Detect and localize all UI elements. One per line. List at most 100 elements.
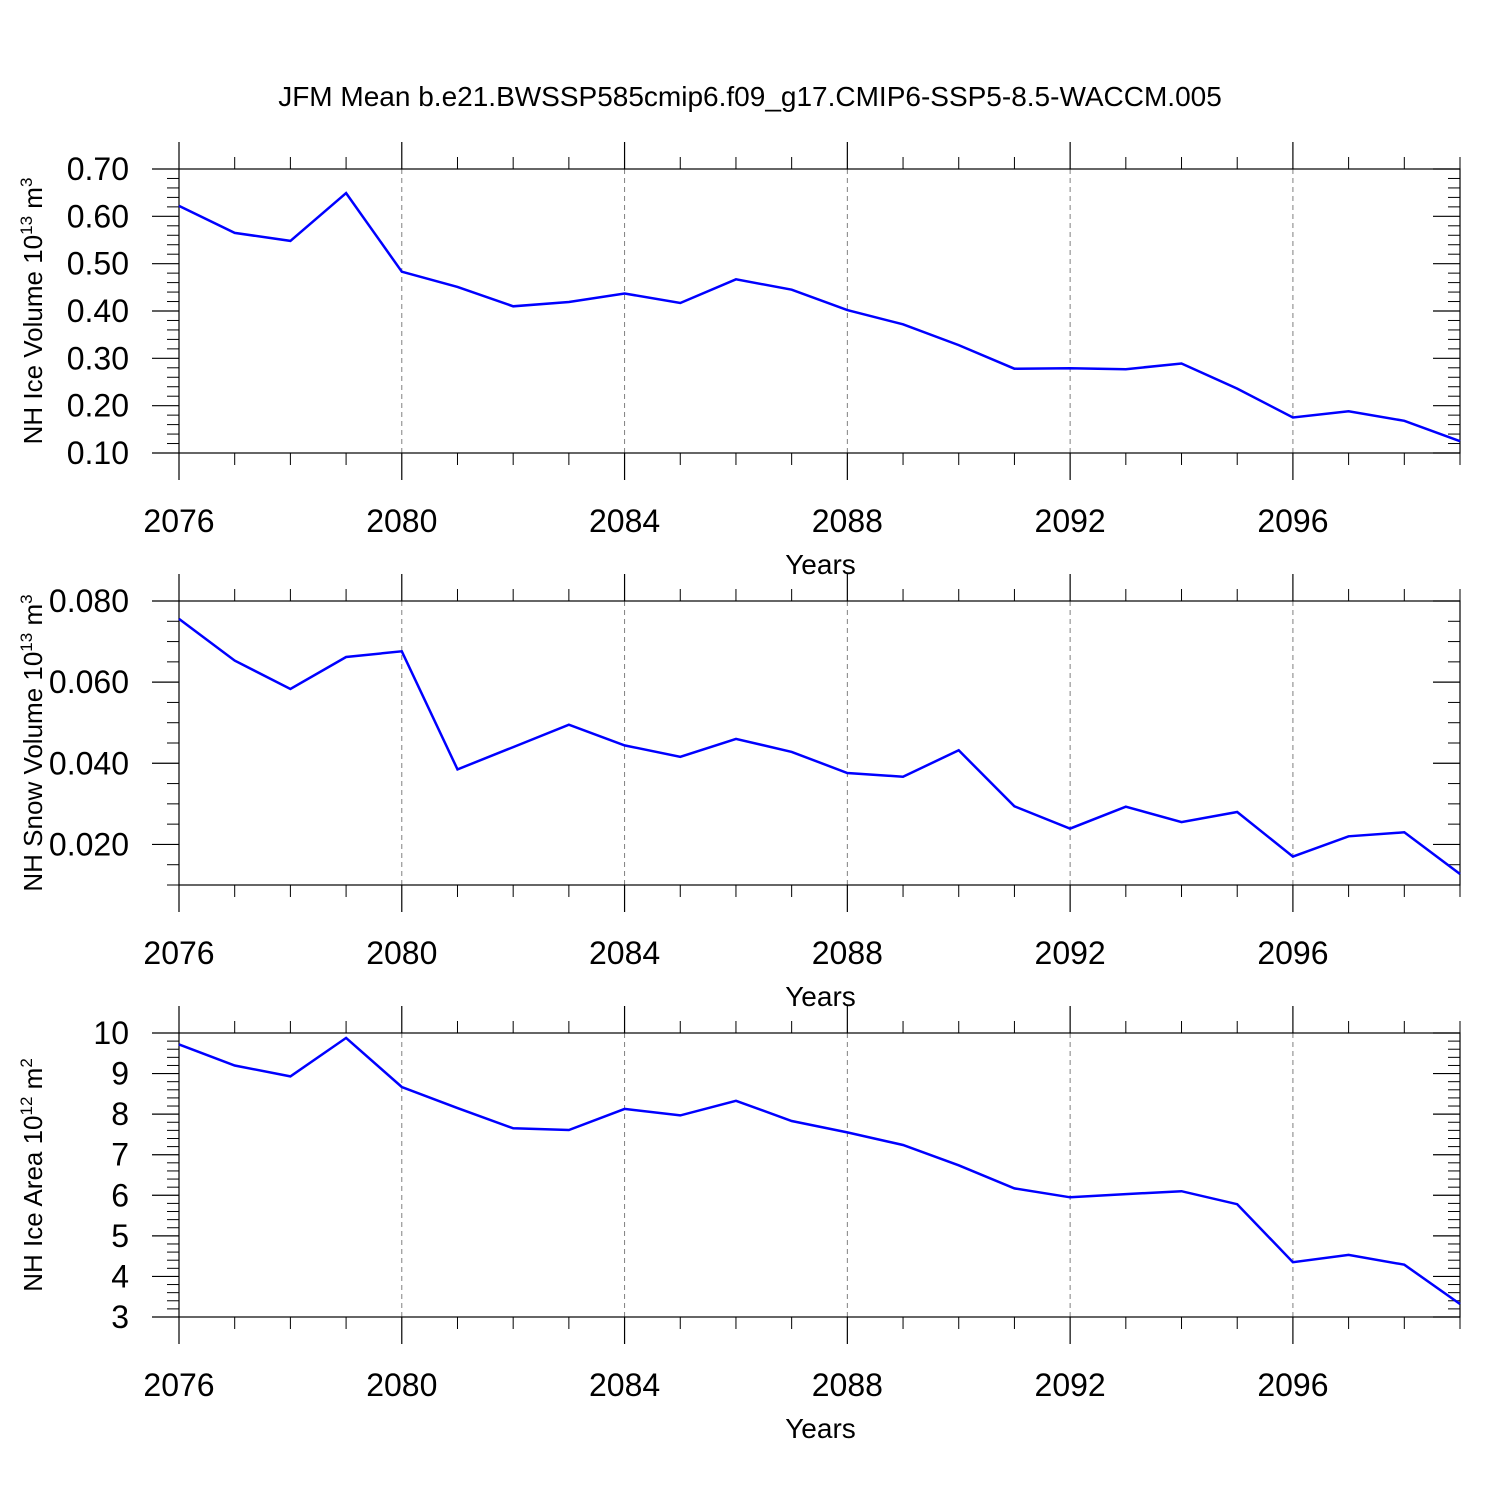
- plot-frame: [178, 600, 1461, 886]
- data-point: [1237, 811, 1238, 812]
- panel-1: 2076 2080 2084 2088 2092 2096 0.10 0.20 0.30 0.40…: [17, 142, 1461, 580]
- y-tick-label: 4: [111, 1258, 129, 1294]
- y-axis-title-text: NH Ice Area 10: [18, 1115, 48, 1291]
- data-point: [903, 776, 904, 777]
- data-point: [791, 289, 792, 290]
- data-point: [346, 656, 347, 657]
- data-point: [1460, 874, 1461, 875]
- data-point: [234, 232, 235, 233]
- data-point: [735, 279, 736, 280]
- y-axis-title-text: m: [18, 604, 48, 633]
- data-point: [735, 1100, 736, 1101]
- x-axis-title: Years: [785, 1413, 856, 1444]
- y-axis-title: NH Ice Volume 1013 m3: [17, 178, 48, 445]
- figure-title: JFM Mean b.e21.BWSSP585cmip6.f09_g17.CMI…: [278, 81, 1222, 112]
- data-point: [1404, 832, 1405, 833]
- x-tick-label: 2096: [1257, 935, 1328, 971]
- x-tick-label: 2080: [366, 503, 437, 539]
- data-point: [1292, 856, 1293, 857]
- y-axis-title: NH Snow Volume 1013 m3: [17, 594, 48, 891]
- x-tick-label: 2076: [143, 1367, 214, 1403]
- x-tick-label: 2076: [143, 503, 214, 539]
- data-point: [513, 306, 514, 307]
- data-point: [1348, 836, 1349, 837]
- data-point: [1181, 822, 1182, 823]
- x-tick-label: 2088: [812, 503, 883, 539]
- y-axis-title-superscript: 3: [17, 594, 36, 603]
- x-tick-label: 2096: [1257, 503, 1328, 539]
- data-point: [847, 1132, 848, 1133]
- series-line: [178, 617, 1461, 876]
- y-tick-label: 0.70: [67, 151, 129, 187]
- y-axis-title-text: NH Snow Volume 10: [18, 652, 48, 892]
- data-point: [624, 745, 625, 746]
- data-point: [958, 750, 959, 751]
- data-point: [401, 271, 402, 272]
- data-point: [791, 1121, 792, 1122]
- data-point: [457, 1108, 458, 1109]
- data-point: [179, 1044, 180, 1045]
- x-tick-label: 2084: [589, 935, 660, 971]
- y-tick-label: 0.040: [49, 745, 129, 781]
- data-point: [1070, 1197, 1071, 1198]
- y-tick-label: 3: [111, 1299, 129, 1335]
- data-point: [1014, 806, 1015, 807]
- data-point: [1292, 1262, 1293, 1263]
- data-point: [1070, 368, 1071, 369]
- data-point: [568, 302, 569, 303]
- data-point: [680, 1115, 681, 1116]
- y-tick-label: 6: [111, 1177, 129, 1213]
- data-point: [847, 773, 848, 774]
- data-point: [1460, 441, 1461, 442]
- y-tick-label: 5: [111, 1218, 129, 1254]
- data-point: [290, 240, 291, 241]
- data-point: [680, 302, 681, 303]
- data-point: [847, 310, 848, 311]
- data-point: [958, 1165, 959, 1166]
- data-point: [290, 1076, 291, 1077]
- data-point: [1237, 1204, 1238, 1205]
- data-point: [1237, 388, 1238, 389]
- x-axis-title: Years: [785, 981, 856, 1012]
- data-point: [346, 1037, 347, 1038]
- y-tick-label: 0.50: [67, 246, 129, 282]
- data-point: [457, 769, 458, 770]
- plot-frame: [178, 168, 1461, 454]
- data-point: [290, 689, 291, 690]
- data-point: [513, 1128, 514, 1129]
- data-point: [346, 193, 347, 194]
- y-axis-title-text: m: [18, 1068, 48, 1097]
- data-point: [1181, 1191, 1182, 1192]
- x-tick-label: 2080: [366, 935, 437, 971]
- y-axis-title-superscript: 2: [17, 1058, 36, 1067]
- x-tick-label: 2084: [589, 503, 660, 539]
- y-tick-label: 7: [111, 1137, 129, 1173]
- data-point: [1181, 363, 1182, 364]
- x-tick-label: 2088: [812, 935, 883, 971]
- panel-3: 2076 2080 2084 2088 2092 2096 3 4 5 6 7 8 9 10 Years NH…: [17, 1006, 1461, 1444]
- data-point: [457, 286, 458, 287]
- y-tick-label: 0.60: [67, 198, 129, 234]
- data-point: [1014, 1188, 1015, 1189]
- y-tick-label: 10: [93, 1015, 129, 1051]
- y-tick-label: 0.20: [67, 388, 129, 424]
- data-point: [513, 747, 514, 748]
- data-point: [179, 618, 180, 619]
- data-point: [1125, 1194, 1126, 1195]
- y-axis-title: NH Ice Area 1012 m2: [17, 1058, 48, 1292]
- data-point: [1404, 420, 1405, 421]
- x-axis-title: Years: [785, 549, 856, 580]
- y-tick-label: 0.30: [67, 340, 129, 376]
- panel-2: 2076 2080 2084 2088 2092 2096 0.020 0.040 0.060 0…: [17, 574, 1461, 1012]
- data-point: [1404, 1264, 1405, 1265]
- data-point: [735, 738, 736, 739]
- plot-frame: [178, 1032, 1461, 1318]
- data-point: [1014, 368, 1015, 369]
- data-point: [958, 345, 959, 346]
- x-tick-label: 2076: [143, 935, 214, 971]
- x-tick-label: 2096: [1257, 1367, 1328, 1403]
- data-point: [1070, 828, 1071, 829]
- y-tick-label: 0.10: [67, 435, 129, 471]
- data-point: [624, 1108, 625, 1109]
